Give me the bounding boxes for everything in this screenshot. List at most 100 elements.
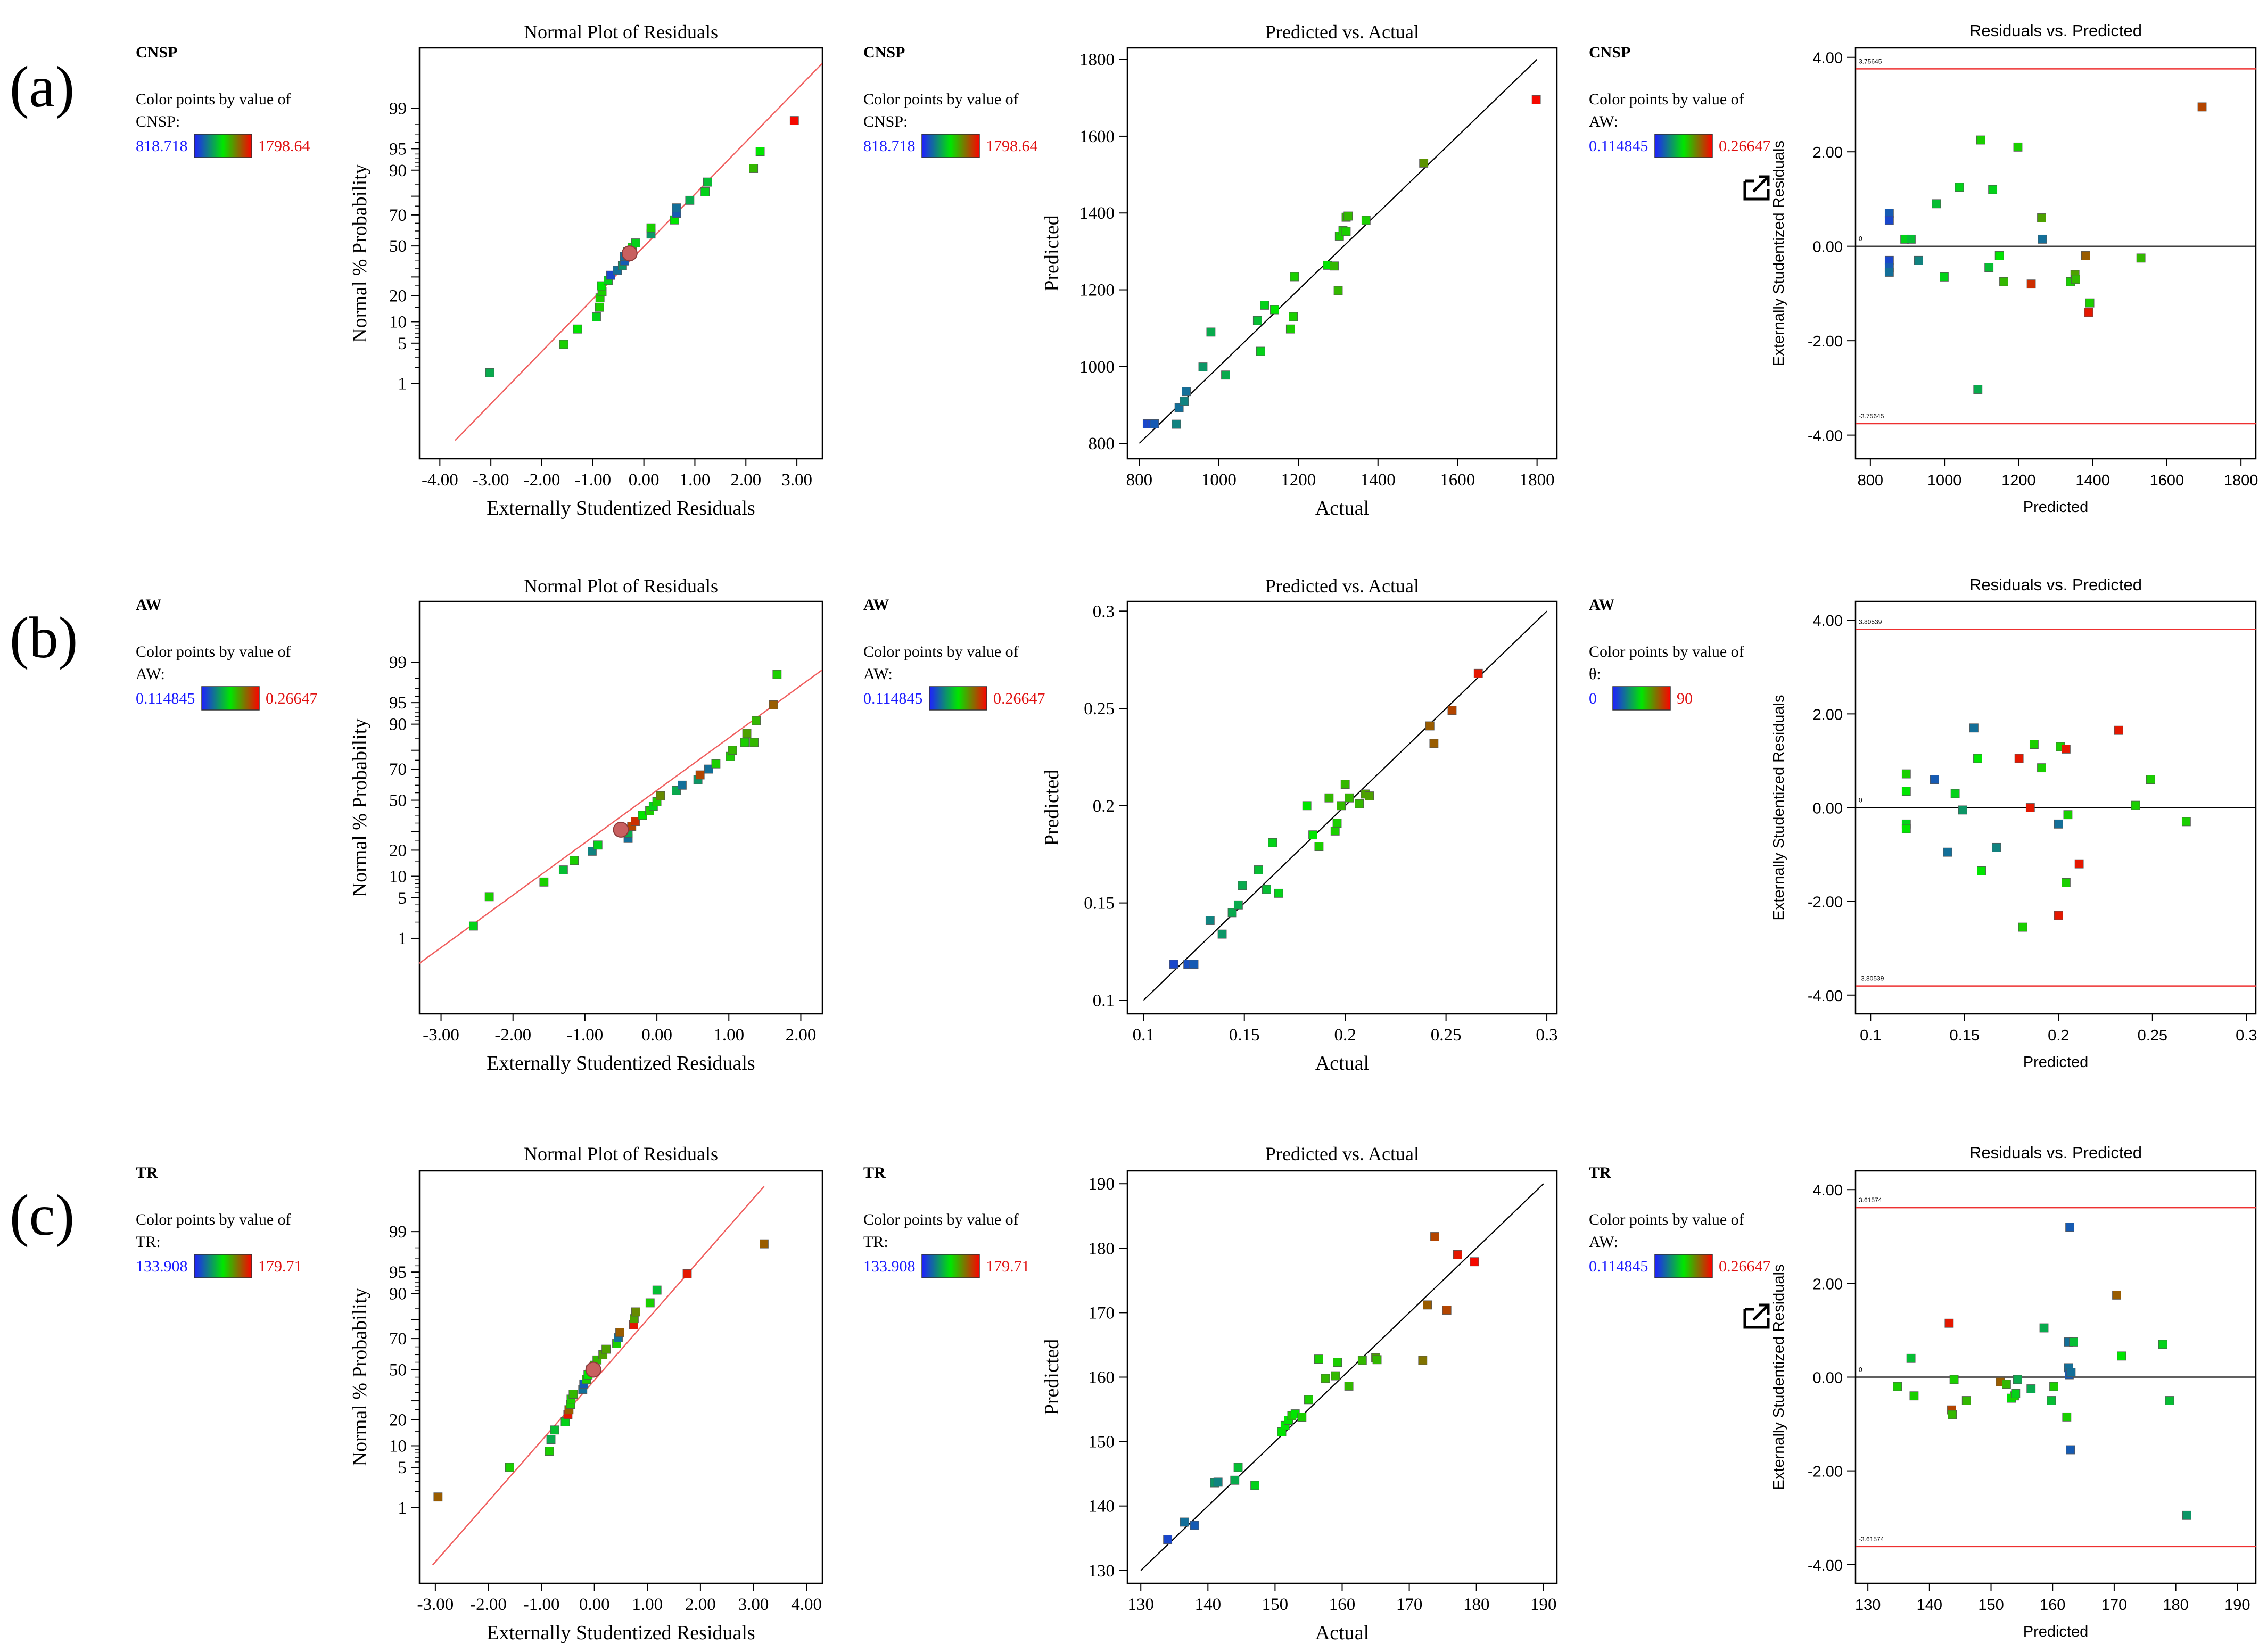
data-point [1333,1358,1342,1367]
y-tick-label: 99 [389,1223,407,1242]
response-name: AW [136,596,161,614]
legend-min: 133.908 [136,1258,188,1275]
y-tick-label: 10 [389,867,407,886]
data-point [769,700,778,709]
data-point [2038,234,2047,244]
y-tick-label: 50 [389,791,407,811]
data-point [1418,1356,1428,1365]
x-tick-label: 150 [1262,1595,1289,1614]
x-tick-label: -2.00 [470,1595,507,1614]
colorbar [1612,686,1671,711]
x-tick-label: 1400 [1361,470,1396,490]
legend-max: 1798.64 [986,137,1038,155]
data-point [1324,793,1334,803]
legend-text: Color points by value of [136,643,291,660]
data-point [652,1285,662,1295]
data-point [1190,1521,1199,1530]
y-tick-label: 99 [389,100,407,119]
y-tick-label: 1000 [1079,358,1115,377]
x-tick-label: 0.00 [579,1595,610,1614]
y-tick-label: 0.00 [1813,1370,1843,1387]
legend-variable: CNSP: [863,113,908,130]
data-point [1270,305,1279,315]
y-tick-label: 5 [398,1458,407,1477]
data-point [749,164,759,173]
y-tick-label: 2.00 [1813,144,1843,161]
data-point [1344,1382,1354,1391]
data-point [1470,1257,1479,1267]
chart-rvp-9: Residuals vs. Predicted 130 140 150 160 170 18… [1589,1143,2257,1640]
data-point [1206,327,1216,337]
x-tick-label: 160 [2040,1597,2065,1614]
x-tick-label: 2.00 [685,1595,716,1614]
external-link-icon[interactable] [1743,1303,1770,1329]
data-point [1973,385,1983,394]
data-point [2066,1368,2076,1377]
response-name: TR [863,1164,886,1182]
y-tick-label: 1800 [1079,51,1115,70]
y-tick-label: 0.15 [1084,894,1115,913]
data-point [672,203,681,213]
data-point [1909,1391,1919,1401]
legend-max: 179.71 [986,1258,1030,1275]
y-tick-label: 1200 [1079,281,1115,300]
y-tick-label: 190 [1089,1175,1115,1194]
data-point [2165,1396,2174,1405]
data-point [1943,847,1952,857]
data-point [1340,780,1350,789]
data-point [1976,135,1985,145]
x-tick-label: -3.00 [417,1595,454,1614]
panel-label: (b) [10,605,78,670]
selected-point-marker [585,1361,601,1378]
data-point [2054,911,2063,920]
data-point [1302,801,1312,811]
response-name: CNSP [863,44,905,61]
data-point [539,877,549,887]
data-point [1932,199,1941,209]
data-point [1180,397,1189,406]
x-tick-label: -1.00 [574,470,611,490]
legend-text: Color points by value of [1589,1211,1744,1228]
data-point [1357,1356,1367,1365]
data-point [695,770,705,780]
x-axis-label: Actual [1315,1622,1369,1644]
external-link-icon[interactable] [1743,175,1770,201]
x-tick-label: 1.00 [632,1595,663,1614]
x-tick-label: 0.3 [2236,1027,2257,1044]
data-point [2054,819,2063,829]
colorbar [1654,1254,1713,1278]
x-tick-label: 0.3 [1536,1026,1557,1045]
data-point [1304,1395,1313,1405]
y-tick-label: 90 [389,161,407,180]
chart-title: Normal Plot of Residuals [524,21,718,43]
x-tick-label: 0.15 [1229,1026,1260,1045]
legend-min: 818.718 [863,137,916,155]
chart-rvp-3: Residuals vs. Predicted 800 1000 1200 1400 16… [1589,21,2258,516]
data-point [1314,842,1324,852]
data-point [1297,1413,1307,1422]
data-point [1169,960,1178,969]
x-axis-label: Externally Studentized Residuals [487,1622,755,1644]
lower-limit-label: -3.61574 [1859,1535,1884,1543]
data-point [2049,1382,2058,1391]
color-legend: CNSP Color points by value of CNSP: 818.718… [863,44,1038,158]
data-point [1531,95,1541,104]
data-point [1994,251,2004,260]
y-tick-label: 1 [398,1499,407,1518]
data-point [1988,185,1998,194]
data-point [1984,263,1994,272]
plot-frame [1126,47,1558,460]
y-tick-label: 1400 [1079,204,1115,223]
selected-point-marker [613,821,629,838]
data-point [1884,216,1894,225]
identity-line [1140,1183,1544,1571]
data-point [631,1307,640,1317]
y-tick-label: -4.00 [1808,988,1843,1005]
chart-pva-2: Predicted vs. Actual 800 1000 1200 1400 1600 1… [863,21,1558,519]
y-axis-label: Externally Studentized Residuals [1770,141,1787,366]
legend-text: Color points by value of [863,90,1019,108]
y-tick-label: 50 [389,1361,407,1380]
data-point [1341,227,1351,236]
data-point [2013,1375,2022,1384]
data-point [2026,1384,2036,1393]
